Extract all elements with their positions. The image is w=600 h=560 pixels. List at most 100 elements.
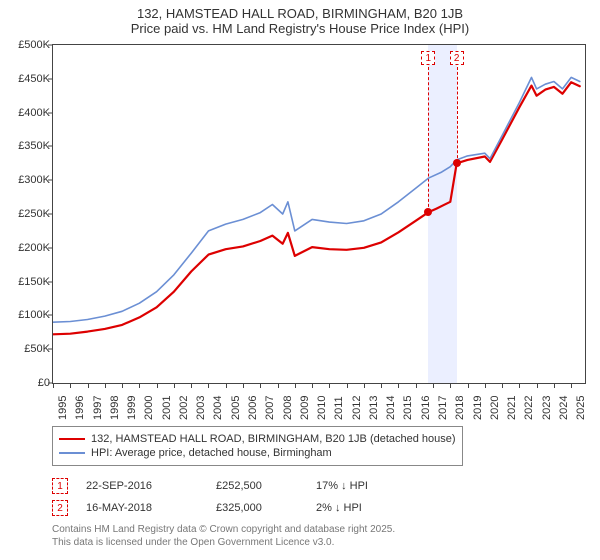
- y-tick-mark: [48, 349, 52, 350]
- x-tick-label: 2002: [178, 396, 190, 420]
- sale-marker-box: 1: [421, 51, 435, 65]
- x-tick-label: 2010: [316, 396, 328, 420]
- x-tick-label: 2018: [454, 396, 466, 420]
- x-tick-label: 2020: [489, 396, 501, 420]
- x-tick-label: 1995: [57, 396, 69, 420]
- title-line-2: Price paid vs. HM Land Registry's House …: [10, 21, 590, 36]
- x-tick-mark: [295, 384, 296, 388]
- x-tick-mark: [105, 384, 106, 388]
- x-tick-label: 2015: [402, 396, 414, 420]
- transaction-price: £252,500: [216, 480, 316, 492]
- transaction-row: 216-MAY-2018£325,0002% ↓ HPI: [52, 500, 590, 516]
- x-tick-label: 2000: [143, 396, 155, 420]
- x-tick-label: 2005: [230, 396, 242, 420]
- x-tick-mark: [502, 384, 503, 388]
- y-tick-mark: [48, 214, 52, 215]
- y-tick-label: £400K: [10, 107, 50, 119]
- x-tick-label: 2024: [558, 396, 570, 420]
- x-tick-mark: [174, 384, 175, 388]
- legend-box: 132, HAMSTEAD HALL ROAD, BIRMINGHAM, B20…: [52, 426, 463, 466]
- x-tick-mark: [226, 384, 227, 388]
- y-tick-mark: [48, 146, 52, 147]
- plot-area: 12: [52, 44, 586, 384]
- transaction-marker: 1: [52, 478, 68, 494]
- x-tick-mark: [260, 384, 261, 388]
- x-tick-mark: [157, 384, 158, 388]
- series-svg: [53, 45, 585, 383]
- y-tick-mark: [48, 45, 52, 46]
- y-tick-mark: [48, 78, 52, 79]
- transaction-date: 22-SEP-2016: [86, 480, 216, 492]
- y-tick-mark: [48, 383, 52, 384]
- x-tick-mark: [278, 384, 279, 388]
- x-tick-label: 2009: [299, 396, 311, 420]
- x-tick-label: 2006: [247, 396, 259, 420]
- x-tick-label: 2023: [541, 396, 553, 420]
- x-tick-mark: [347, 384, 348, 388]
- x-tick-label: 2016: [420, 396, 432, 420]
- y-tick-label: £450K: [10, 73, 50, 85]
- x-tick-label: 1997: [92, 396, 104, 420]
- y-tick-label: £150K: [10, 276, 50, 288]
- y-tick-mark: [48, 315, 52, 316]
- transaction-row: 122-SEP-2016£252,50017% ↓ HPI: [52, 478, 590, 494]
- legend-label: HPI: Average price, detached house, Birm…: [91, 447, 332, 459]
- transaction-delta: 2% ↓ HPI: [316, 502, 416, 514]
- x-tick-label: 2011: [333, 396, 345, 420]
- y-tick-label: £300K: [10, 174, 50, 186]
- x-tick-mark: [364, 384, 365, 388]
- x-tick-mark: [468, 384, 469, 388]
- legend-row: HPI: Average price, detached house, Birm…: [59, 447, 456, 459]
- x-tick-mark: [416, 384, 417, 388]
- y-tick-mark: [48, 112, 52, 113]
- y-tick-mark: [48, 180, 52, 181]
- legend-label: 132, HAMSTEAD HALL ROAD, BIRMINGHAM, B20…: [91, 433, 456, 445]
- x-tick-mark: [554, 384, 555, 388]
- x-tick-mark: [53, 384, 54, 388]
- sale-dot: [453, 159, 461, 167]
- x-tick-label: 2008: [282, 396, 294, 420]
- x-tick-mark: [433, 384, 434, 388]
- transactions-table: 122-SEP-2016£252,50017% ↓ HPI216-MAY-201…: [52, 478, 590, 516]
- x-tick-mark: [122, 384, 123, 388]
- x-tick-mark: [312, 384, 313, 388]
- x-tick-mark: [519, 384, 520, 388]
- y-tick-label: £100K: [10, 309, 50, 321]
- x-tick-mark: [208, 384, 209, 388]
- x-tick-mark: [88, 384, 89, 388]
- y-tick-label: £200K: [10, 242, 50, 254]
- x-tick-label: 2012: [351, 396, 363, 420]
- x-tick-mark: [70, 384, 71, 388]
- y-tick-mark: [48, 281, 52, 282]
- transaction-price: £325,000: [216, 502, 316, 514]
- x-tick-label: 2004: [212, 396, 224, 420]
- x-tick-label: 2003: [195, 396, 207, 420]
- sale-dot: [424, 208, 432, 216]
- y-tick-label: £500K: [10, 39, 50, 51]
- x-tick-mark: [398, 384, 399, 388]
- x-tick-mark: [450, 384, 451, 388]
- x-tick-mark: [329, 384, 330, 388]
- x-tick-label: 2017: [437, 396, 449, 420]
- footer-line-1: Contains HM Land Registry data © Crown c…: [52, 524, 590, 537]
- footer-attribution: Contains HM Land Registry data © Crown c…: [52, 524, 590, 549]
- y-tick-label: £50K: [10, 343, 50, 355]
- chart-container: 132, HAMSTEAD HALL ROAD, BIRMINGHAM, B20…: [0, 0, 600, 560]
- footer-line-2: This data is licensed under the Open Gov…: [52, 537, 590, 550]
- y-tick-label: £250K: [10, 208, 50, 220]
- legend-swatch: [59, 452, 85, 454]
- sale-marker-box: 2: [450, 51, 464, 65]
- x-tick-mark: [571, 384, 572, 388]
- x-tick-mark: [485, 384, 486, 388]
- legend-row: 132, HAMSTEAD HALL ROAD, BIRMINGHAM, B20…: [59, 433, 456, 445]
- x-tick-mark: [381, 384, 382, 388]
- chart-area: 12 £0£50K£100K£150K£200K£250K£300K£350K£…: [10, 40, 590, 420]
- x-tick-label: 2022: [523, 396, 535, 420]
- x-tick-label: 2001: [161, 396, 173, 420]
- title-block: 132, HAMSTEAD HALL ROAD, BIRMINGHAM, B20…: [10, 6, 590, 36]
- series-line-property: [53, 82, 580, 334]
- x-tick-label: 2007: [264, 396, 276, 420]
- x-tick-label: 1999: [126, 396, 138, 420]
- x-tick-mark: [139, 384, 140, 388]
- y-tick-label: £0: [10, 377, 50, 389]
